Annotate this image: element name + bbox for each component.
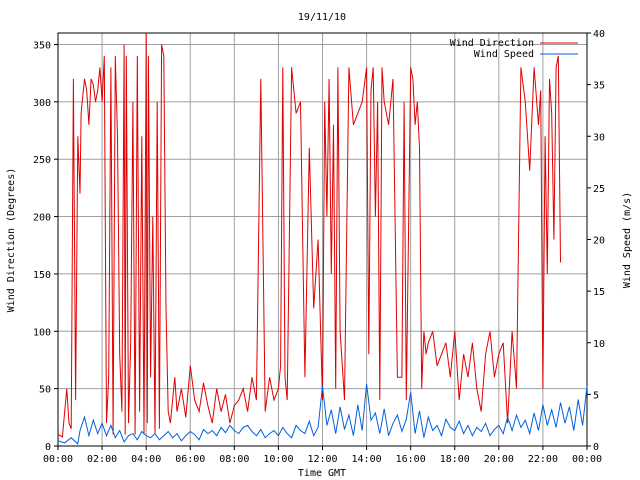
y-right-tick-label: 15 — [593, 287, 605, 298]
grid — [58, 33, 587, 446]
y-right-tick-label: 25 — [593, 184, 605, 195]
y-left-tick-label: 50 — [39, 385, 51, 396]
chart-title: 19/11/10 — [298, 12, 346, 23]
x-tick-label: 18:00 — [440, 454, 470, 465]
x-tick-label: 00:00 — [572, 454, 602, 465]
y-right-tick-label: 10 — [593, 339, 605, 350]
y-left-tick-label: 350 — [33, 40, 51, 51]
x-tick-label: 10:00 — [263, 454, 293, 465]
y-right-tick-label: 20 — [593, 236, 605, 247]
x-tick-label: 06:00 — [175, 454, 205, 465]
series-line-wind-direction — [57, 32, 561, 438]
series-line-wind-speed — [57, 384, 588, 445]
y-left-tick-label: 250 — [33, 155, 51, 166]
x-tick-label: 20:00 — [484, 454, 514, 465]
y-right-tick-label: 0 — [593, 442, 599, 453]
x-tick-label: 16:00 — [396, 454, 426, 465]
x-tick-label: 22:00 — [528, 454, 558, 465]
x-tick-label: 02:00 — [87, 454, 117, 465]
x-tick-label: 14:00 — [352, 454, 382, 465]
y-right-tick-label: 40 — [593, 29, 605, 40]
y-left-tick-label: 0 — [45, 442, 51, 453]
y-right-tick-label: 5 — [593, 390, 599, 401]
y-axis-left-label: Wind Direction (Degrees) — [6, 168, 17, 313]
x-axis: 00:00 02:00 04:00 06:00 08:00 10:00 12:00 14:00… — [43, 446, 602, 465]
y-axis-left: 0 50 100 150 200 250 300 350 — [33, 40, 58, 453]
x-tick-label: 08:00 — [219, 454, 249, 465]
x-tick-label: 12:00 — [307, 454, 337, 465]
y-left-tick-label: 150 — [33, 270, 51, 281]
y-right-tick-label: 35 — [593, 81, 605, 92]
x-tick-label: 00:00 — [43, 454, 73, 465]
y-axis-right: 0 5 10 15 20 25 30 35 40 — [587, 29, 605, 453]
y-left-tick-label: 200 — [33, 213, 51, 224]
y-left-tick-label: 300 — [33, 98, 51, 109]
x-axis-label: Time GMT — [298, 468, 346, 479]
series-layer — [57, 32, 588, 445]
legend: Wind Direction Wind Speed — [450, 38, 578, 60]
x-tick-label: 04:00 — [131, 454, 161, 465]
y-left-tick-label: 100 — [33, 327, 51, 338]
legend-label-wind-speed: Wind Speed — [474, 49, 534, 60]
legend-label-wind-direction: Wind Direction — [450, 38, 534, 49]
y-right-tick-label: 30 — [593, 132, 605, 143]
y-axis-right-label: Wind Speed (m/s) — [622, 192, 633, 288]
